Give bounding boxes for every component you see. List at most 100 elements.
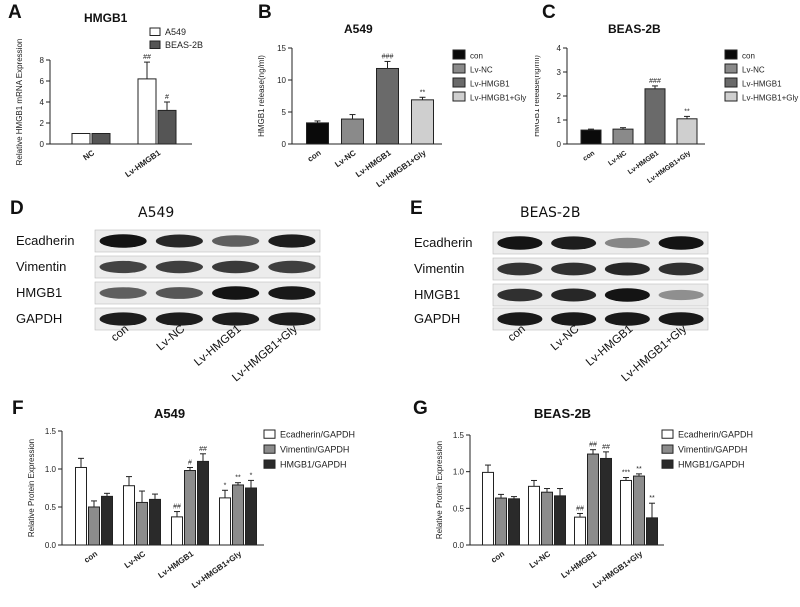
bar (646, 517, 658, 546)
x-tick-label: Lv-HMGB1 (156, 549, 195, 580)
x-tick-label: con (582, 150, 596, 163)
blot-band (155, 260, 203, 274)
bar (341, 118, 364, 145)
legend-label: Lv-HMGB1+Gly (742, 93, 798, 102)
legend-label: Ecadherin/GAPDH (678, 430, 753, 440)
y-tick-label: 8 (40, 56, 45, 65)
legend-swatch (724, 63, 738, 74)
x-tick-label: Lv-HMGB1 (123, 148, 162, 179)
y-tick-label: 0 (40, 140, 45, 149)
bar (123, 485, 135, 546)
significance-label: *** (622, 470, 630, 477)
y-tick-label: 1.5 (453, 431, 465, 440)
panel-c-letter: C (542, 2, 556, 23)
bar (136, 501, 148, 546)
legend-swatch (263, 459, 276, 469)
significance-label: ### (649, 78, 661, 85)
y-tick-label: 0.0 (45, 541, 57, 550)
legend-label: Vimentin/GAPDH (678, 445, 747, 455)
bar (600, 457, 612, 546)
legend-swatch (452, 63, 466, 74)
panel-b-letter: B (258, 2, 272, 23)
y-axis-label: HMGB1 release(ng/ml) (257, 55, 266, 137)
significance-label: ** (636, 466, 642, 473)
significance-label: ### (382, 53, 394, 60)
bar (101, 495, 113, 546)
y-tick-label: 0 (557, 140, 562, 149)
significance-label: ## (589, 442, 597, 449)
y-tick-label: 4 (40, 98, 45, 107)
chart-c: 0 1 2 3 4 HMGB1 release(ng/ml) con Lv-NC ### Lv-H… (535, 44, 798, 185)
panel-a-letter: A (8, 2, 22, 23)
blot-band (268, 286, 316, 300)
y-tick-label: 1.5 (45, 427, 57, 436)
bar (411, 99, 434, 145)
blot-band (658, 236, 704, 250)
y-tick-label: 1.0 (453, 468, 465, 477)
legend-swatch (661, 429, 674, 439)
significance-label: * (224, 482, 227, 489)
x-tick-label: NC (82, 148, 97, 162)
panel-g-letter: G (413, 398, 428, 419)
legend-label: HMGB1/GAPDH (678, 460, 745, 470)
bar (541, 491, 553, 546)
bar (580, 129, 602, 145)
blot-band (99, 260, 147, 274)
panel-e-title: BEAS-2B (520, 205, 581, 221)
bar (495, 497, 507, 546)
y-axis-label: Relative HMGB1 mRNA Expression (15, 39, 24, 166)
legend-swatch (263, 444, 276, 454)
blot-band (212, 235, 260, 247)
blot-band (212, 286, 260, 300)
legend-swatch (149, 27, 161, 36)
y-tick-label: 10 (277, 76, 286, 85)
bar (71, 133, 91, 145)
significance-label: ** (420, 89, 426, 96)
panel-d-letter: D (10, 198, 24, 219)
blot-band (212, 260, 260, 274)
y-tick-label: 3 (557, 68, 562, 77)
y-tick-label: 0.5 (45, 503, 57, 512)
significance-label: # (188, 459, 192, 466)
blot-row-label: Vimentin (16, 259, 66, 274)
legend-label: con (742, 51, 755, 60)
y-axis-label: Relative Protein Expression (27, 439, 36, 537)
x-tick-label: con (489, 549, 506, 565)
bar (88, 506, 100, 546)
blot-row-label: HMGB1 (414, 287, 460, 302)
blot-strip (492, 283, 709, 307)
blot-band (99, 234, 147, 248)
x-tick-label: Lv-HMGB1+Gly (190, 549, 243, 590)
legend-swatch (452, 77, 466, 88)
y-tick-label: 0 (282, 140, 287, 149)
legend-label: Lv-HMGB1 (742, 79, 782, 88)
blot-strip (492, 257, 709, 281)
panel-a-title: HMGB1 (84, 11, 128, 25)
blot-band (551, 236, 597, 250)
x-tick-label: Lv-HMGB1+Gly (591, 549, 644, 590)
panel-d-title: A549 (138, 205, 175, 221)
panel-c-title: BEAS-2B (608, 22, 661, 36)
legend-swatch (149, 40, 161, 49)
bar (149, 498, 161, 546)
legend-label: A549 (165, 27, 186, 37)
blot-band (497, 262, 543, 276)
panel-g-title: BEAS-2B (534, 406, 592, 421)
y-tick-label: 2 (40, 119, 45, 128)
blot-band (268, 234, 316, 248)
blot-band (551, 288, 597, 302)
legend-label: Lv-HMGB1+Gly (470, 93, 526, 102)
panel-b-title: A549 (344, 22, 373, 36)
blot-band (658, 312, 704, 326)
bar (676, 118, 698, 145)
significance-label: ## (199, 446, 207, 453)
blot-band (99, 312, 147, 326)
blot-strip (94, 307, 321, 331)
bar (508, 498, 520, 546)
blot-row-label: Ecadherin (414, 235, 473, 250)
bar (376, 67, 399, 145)
blot-band (155, 234, 203, 248)
bar (219, 497, 231, 546)
significance-label: * (250, 472, 253, 479)
bar (184, 470, 196, 546)
